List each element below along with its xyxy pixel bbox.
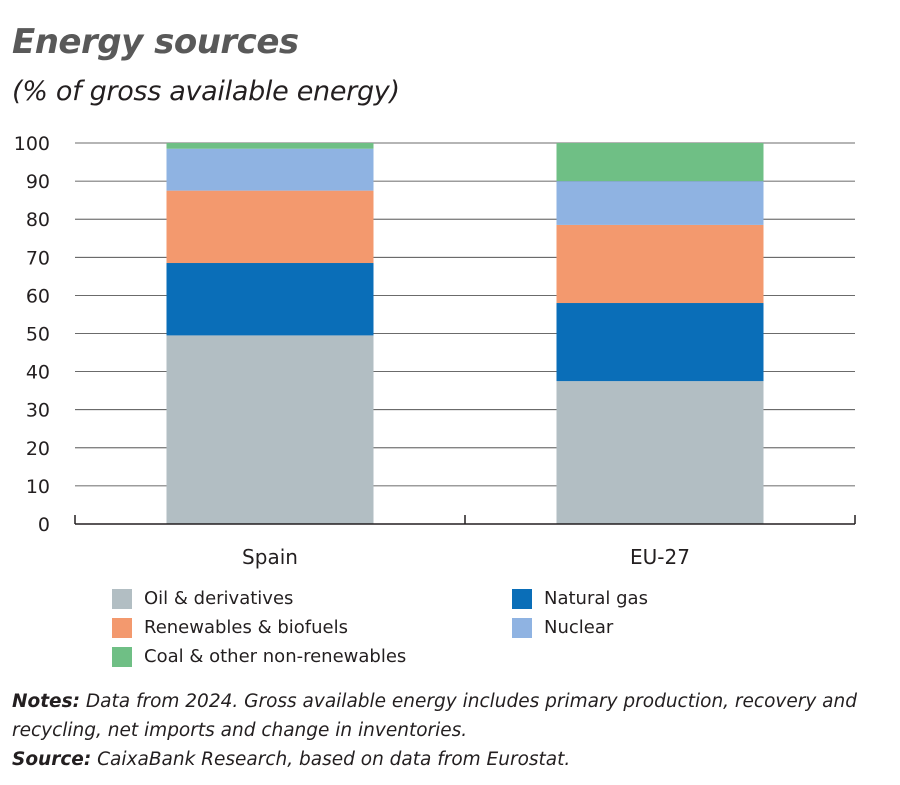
bar-spain-series-0 [166, 335, 374, 524]
legend-label-coal: Coal & other non-renewables [144, 646, 407, 667]
y-tick-label-50: 50 [26, 324, 50, 346]
notes-label: Notes: [12, 691, 80, 712]
legend-label-gas: Natural gas [544, 588, 648, 609]
notes-line: Notes: Data from 2024. Gross available e… [12, 687, 892, 745]
legend-label-oil: Oil & derivatives [144, 588, 294, 609]
bar-spain-series-2 [166, 190, 374, 264]
legend-label-renewables: Renewables & biofuels [144, 617, 349, 638]
bar-spain-series-1 [166, 263, 374, 336]
source-text: CaixaBank Research, based on data from E… [97, 749, 571, 770]
y-tick-label-40: 40 [26, 362, 50, 384]
legend-item-coal: Coal & other non-renewables [112, 646, 406, 667]
y-tick-label-0: 0 [38, 514, 50, 536]
bar-eu-27-series-4 [556, 143, 764, 182]
y-tick-label-100: 100 [14, 133, 50, 155]
chart-legend: Oil & derivatives Natural gas Renewables… [0, 588, 900, 678]
legend-item-oil: Oil & derivatives [112, 588, 293, 609]
bar-eu-27-series-3 [556, 181, 764, 225]
legend-item-nuclear: Nuclear [512, 617, 613, 638]
chart-notes: Notes: Data from 2024. Gross available e… [12, 687, 892, 774]
bar-spain-series-4 [166, 143, 374, 149]
y-tick-label-60: 60 [26, 285, 50, 307]
legend-swatch-gas [512, 588, 532, 609]
stacked-bar-chart: 0 10 20 30 40 50 60 70 80 90 100 Spain EU-27 [14, 133, 856, 569]
legend-swatch-nuclear [512, 617, 532, 638]
bar-eu-27-series-0 [556, 381, 764, 524]
legend-swatch-oil [112, 588, 132, 609]
y-tick-label-30: 30 [26, 400, 50, 422]
legend-item-renewables: Renewables & biofuels [112, 617, 348, 638]
source-line: Source: CaixaBank Research, based on dat… [12, 745, 892, 774]
y-tick-label-70: 70 [26, 247, 50, 269]
legend-swatch-coal [112, 646, 132, 667]
notes-text: Data from 2024. Gross available energy i… [12, 691, 857, 741]
bar-eu-27-series-2 [556, 224, 764, 304]
y-tick-label-80: 80 [26, 209, 50, 231]
legend-item-gas: Natural gas [512, 588, 648, 609]
chart-title: Energy sources [12, 22, 299, 62]
x-tick-label-1: EU-27 [630, 545, 690, 569]
y-tick-label-90: 90 [26, 171, 50, 193]
bar-spain-series-3 [166, 148, 374, 191]
source-label: Source: [12, 749, 92, 770]
legend-swatch-renewables [112, 617, 132, 638]
legend-label-nuclear: Nuclear [544, 617, 614, 638]
x-tick-label-0: Spain [242, 545, 298, 569]
bar-eu-27-series-1 [556, 303, 764, 382]
y-tick-label-20: 20 [26, 438, 50, 460]
y-tick-label-10: 10 [26, 476, 50, 498]
chart-subtitle: (% of gross available energy) [12, 76, 400, 107]
